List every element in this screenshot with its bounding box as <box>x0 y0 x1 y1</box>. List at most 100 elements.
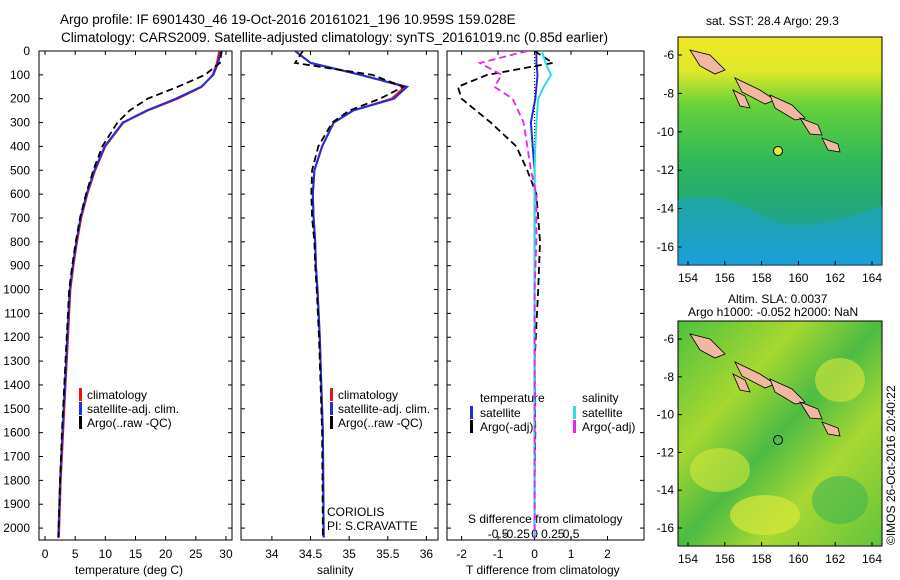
depth-tick-label: 1300 <box>3 354 30 368</box>
x-tick-label: 34 <box>265 547 279 561</box>
temperature-xlabel: temperature (deg C) <box>75 563 184 577</box>
sla-map <box>677 320 883 547</box>
legend-label: satellite-adj. clim. <box>338 402 430 416</box>
legend-swatch <box>330 388 333 401</box>
sla-x-tick-label: 154 <box>678 552 698 566</box>
x-tick-label: -1 <box>493 547 504 561</box>
x-tick-label: 2 <box>604 547 611 561</box>
x-tick-label: 30 <box>219 547 233 561</box>
legend-swatch <box>79 388 82 401</box>
depth-tick-label: 1800 <box>3 473 30 487</box>
sla-x-tick-label: 158 <box>752 552 772 566</box>
x-tick-label: 25 <box>189 547 203 561</box>
series-line-argo-raw-qc- <box>57 51 223 538</box>
legend-swatch <box>470 406 473 419</box>
sst-x-tick-label: 162 <box>825 271 845 285</box>
series-line-argo-raw-qc- <box>293 51 406 538</box>
x-tick-label: 34.5 <box>299 547 323 561</box>
legend-swatch <box>79 416 82 429</box>
sst-x-tick-label: 154 <box>678 271 698 285</box>
legend-label: satellite-adj. clim. <box>87 402 179 416</box>
temperature-curves <box>57 51 223 538</box>
x-tick-label: 36 <box>420 547 434 561</box>
sla-x-tick-label: 156 <box>715 552 735 566</box>
sst-x-tick-label: 156 <box>715 271 735 285</box>
legend-label: climatology <box>87 388 147 402</box>
legend-label: Argo(..raw -QC) <box>87 416 172 430</box>
series-line-salinity-argo-adj- <box>477 51 538 538</box>
legend-label: satellite <box>480 406 521 420</box>
sla-y-tick-label: -12 <box>657 445 675 459</box>
depth-tick-label: 0 <box>23 44 30 58</box>
sst-y-tick-label: -10 <box>657 125 675 139</box>
sst-y-tick-label: -16 <box>657 240 675 254</box>
x-tick-label: 0 <box>42 547 49 561</box>
depth-tick-label: 1600 <box>3 426 30 440</box>
sla-y-tick-label: -10 <box>657 408 675 422</box>
argo-location-sla <box>773 435 783 445</box>
legend-label: climatology <box>338 388 398 402</box>
sst-x-tick-label: 160 <box>788 271 808 285</box>
depth-tick-label: 600 <box>10 187 30 201</box>
legend-label: Argo(-adj) <box>480 420 533 434</box>
sst-y-tick-label: -12 <box>657 163 675 177</box>
depth-tick-label: 300 <box>10 116 30 130</box>
x-tick-label: 35.5 <box>376 547 400 561</box>
top-tick-label: -0.5 <box>488 527 509 541</box>
imos-credit: ©IMOS 26-Oct-2016 20:40:22 <box>884 385 898 545</box>
depth-tick-label: 2000 <box>3 521 30 535</box>
sla-y-tick-label: -6 <box>663 332 674 346</box>
legend-swatch <box>330 402 333 415</box>
sla-map-title-1: Altim. SLA: 0.0037 <box>728 292 828 306</box>
depth-tick-label: 200 <box>10 92 30 106</box>
header-line-1: Argo profile: IF 6901430_46 19-Oct-2016 … <box>60 12 516 27</box>
legend-label: Argo(..raw -QC) <box>338 416 423 430</box>
sla-y-tick-label: -16 <box>657 521 675 535</box>
legend-swatch <box>330 416 333 429</box>
difference-xlabel-top: S difference from climatology <box>468 512 623 526</box>
salinity-note-2: PI: S.CRAVATTE <box>327 519 418 533</box>
depth-tick-label: 1400 <box>3 378 30 392</box>
sla-y-tick-label: -8 <box>663 370 674 384</box>
argo-location-sst <box>773 146 783 156</box>
x-tick-label: 10 <box>99 547 113 561</box>
sla-x-tick-label: 162 <box>825 552 845 566</box>
x-tick-label: 0 <box>531 547 538 561</box>
sst-x-tick-label: 158 <box>752 271 772 285</box>
depth-tick-label: 1500 <box>3 402 30 416</box>
top-tick-label: -0.25 <box>503 527 531 541</box>
depth-tick-label: 1000 <box>3 283 30 297</box>
sst-y-tick-label: -8 <box>663 86 674 100</box>
sla-x-tick-label: 160 <box>788 552 808 566</box>
top-tick-label: 0.5 <box>563 527 580 541</box>
legend-swatch <box>573 420 576 433</box>
difference-curves <box>456 51 556 538</box>
depth-tick-label: 1900 <box>3 497 30 511</box>
sla-x-tick-label: 164 <box>862 552 882 566</box>
sst-y-tick-label: -14 <box>657 202 675 216</box>
legend-temperature-head: temperature <box>480 391 545 405</box>
salinity-curves <box>293 51 410 538</box>
legend-swatch <box>573 406 576 419</box>
salinity-xlabel: salinity <box>317 563 354 577</box>
depth-tick-label: 400 <box>10 139 30 153</box>
depth-tick-label: 700 <box>10 211 30 225</box>
legend-label: Argo(-adj) <box>582 420 635 434</box>
depth-tick-label: 1700 <box>3 450 30 464</box>
x-tick-label: -2 <box>456 547 467 561</box>
x-tick-label: 15 <box>129 547 143 561</box>
series-line-temperature-argo-adj- <box>456 51 556 538</box>
difference-panel <box>446 50 645 541</box>
legend-salinity-head: salinity <box>582 391 619 405</box>
sla-map-title-2: Argo h1000: -0.052 h2000: NaN <box>688 305 859 319</box>
x-tick-label: 35 <box>342 547 356 561</box>
depth-tick-label: 1200 <box>3 330 30 344</box>
sst-x-tick-label: 164 <box>862 271 882 285</box>
depth-tick-label: 100 <box>10 68 30 82</box>
sst-y-tick-label: -6 <box>663 48 674 62</box>
salinity-note-1: CORIOLIS <box>327 505 385 519</box>
sst-map-title: sat. SST: 28.4 Argo: 29.3 <box>706 14 839 28</box>
difference-xlabel: T difference from climatology <box>466 563 620 577</box>
x-tick-label: 1 <box>568 547 575 561</box>
